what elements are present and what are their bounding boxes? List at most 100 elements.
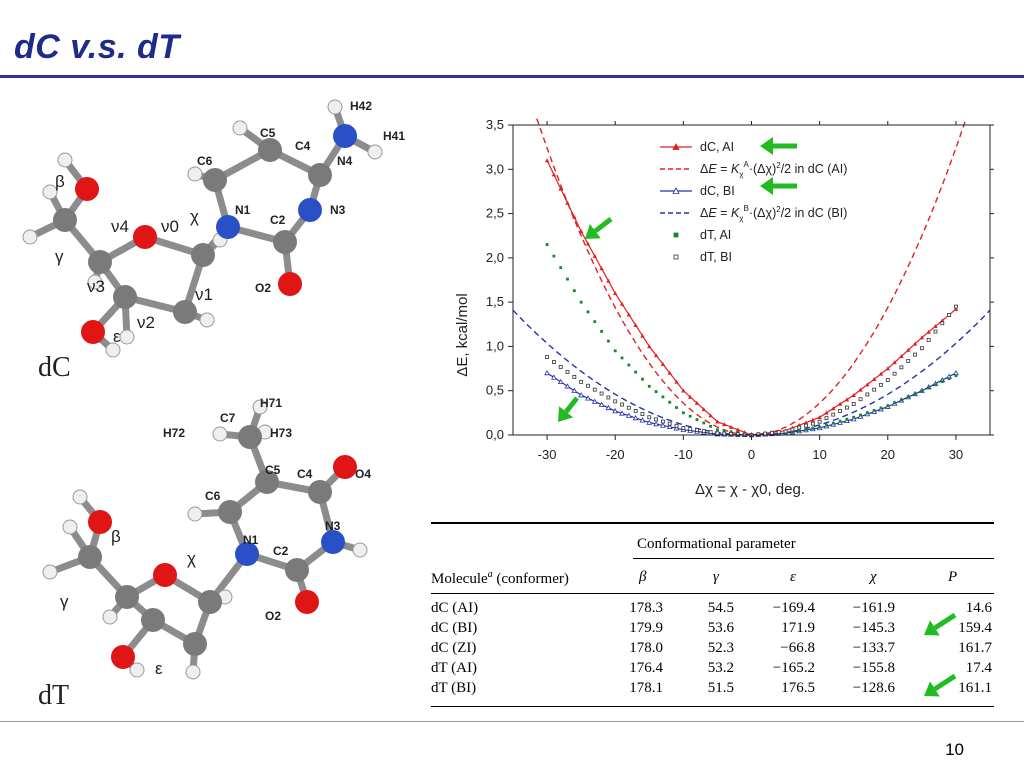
row-label: dC (ZI) xyxy=(431,640,477,656)
data-point xyxy=(878,371,884,376)
angle-label: β xyxy=(111,527,121,546)
x-tick-label: 10 xyxy=(812,447,826,462)
table-header-gamma: γ xyxy=(713,569,719,585)
data-point xyxy=(851,392,856,397)
table-cell: 178.0 xyxy=(629,640,663,656)
atom-label: C2 xyxy=(273,544,289,558)
data-point xyxy=(872,408,876,412)
x-tick-label: 0 xyxy=(748,447,755,462)
data-point xyxy=(708,413,713,418)
data-point xyxy=(947,377,951,381)
footer-divider xyxy=(0,721,1024,722)
conformer-header-text: (conformer) xyxy=(492,571,569,587)
table-top-rule xyxy=(431,522,994,524)
atom-label: O2 xyxy=(255,281,271,295)
data-point xyxy=(926,329,931,334)
data-point xyxy=(919,335,925,340)
data-point xyxy=(564,383,571,389)
data-point xyxy=(797,429,801,433)
data-point xyxy=(667,370,672,375)
angle-label: γ xyxy=(60,592,69,611)
table-cell: −66.8 xyxy=(780,640,815,656)
data-point xyxy=(572,289,576,293)
data-point xyxy=(687,394,693,399)
data-point xyxy=(660,361,666,366)
y-tick-label: 1,0 xyxy=(486,338,504,353)
data-point xyxy=(953,307,959,312)
data-point xyxy=(776,430,781,435)
atom-label: N3 xyxy=(330,203,346,217)
data-point xyxy=(885,366,890,371)
data-point xyxy=(716,428,719,432)
data-point xyxy=(934,383,937,387)
atom-label: C4 xyxy=(297,467,313,481)
table-cell: 178.1 xyxy=(629,680,663,696)
data-point xyxy=(613,399,618,404)
data-point xyxy=(933,329,938,334)
angle-label: ε xyxy=(113,327,121,346)
data-point xyxy=(702,421,706,425)
atom-label: H71 xyxy=(260,396,282,410)
data-point xyxy=(578,392,585,398)
table-cell: 161.7 xyxy=(958,640,992,656)
data-point xyxy=(838,419,842,423)
data-point xyxy=(688,414,692,418)
data-point xyxy=(620,402,624,407)
angle-label: ε xyxy=(155,659,163,678)
table-cell: 51.5 xyxy=(707,680,734,696)
data-point xyxy=(634,370,638,374)
data-point xyxy=(797,425,802,430)
data-point xyxy=(912,341,918,346)
data-point xyxy=(920,389,924,393)
atom-label: O4 xyxy=(355,467,371,481)
data-point xyxy=(722,422,727,427)
table-cell: 176.4 xyxy=(629,660,663,676)
data-point xyxy=(620,356,624,360)
data-point xyxy=(681,388,686,393)
x-tick-label: 30 xyxy=(949,447,963,462)
data-point xyxy=(586,310,590,314)
x-tick-label: 20 xyxy=(881,447,895,462)
atom-label: H72 xyxy=(163,426,185,440)
atom-label: C5 xyxy=(265,463,281,477)
data-point xyxy=(831,406,836,411)
data-point xyxy=(585,395,591,401)
table-cell: 54.5 xyxy=(707,600,734,616)
atom-label: C4 xyxy=(295,139,311,153)
series-3 xyxy=(512,309,991,436)
data-point xyxy=(810,421,815,426)
row-label: dC (BI) xyxy=(431,620,478,636)
data-point xyxy=(954,304,958,309)
table-cell: 171.9 xyxy=(781,620,815,636)
data-point xyxy=(591,398,598,404)
data-point xyxy=(626,312,632,317)
angle-label: ν3 xyxy=(87,277,105,296)
table-cell: 159.4 xyxy=(958,620,992,636)
angle-label: χ xyxy=(187,549,196,568)
page-number: 10 xyxy=(945,740,964,759)
data-point xyxy=(893,401,896,405)
table-cell: −169.4 xyxy=(772,600,815,616)
data-point xyxy=(824,416,829,421)
data-point xyxy=(892,371,897,376)
data-point xyxy=(735,427,741,432)
table-bottom-rule xyxy=(431,706,994,707)
data-point xyxy=(913,352,917,357)
data-point xyxy=(953,369,959,376)
y-axis-label: ΔE, kcal/mol xyxy=(454,293,471,376)
data-point xyxy=(633,322,638,327)
table-header-p: P xyxy=(948,569,958,585)
atom-label: C7 xyxy=(220,411,236,425)
data-point xyxy=(681,426,686,430)
data-point xyxy=(824,410,829,415)
data-point xyxy=(551,374,557,380)
data-point xyxy=(668,400,672,404)
table-cell: 178.3 xyxy=(629,600,663,616)
molecule-header-text: Molecule xyxy=(431,571,488,587)
data-point xyxy=(701,407,706,412)
data-point xyxy=(557,378,564,385)
legend-label: ΔE = KχA·(Δχ)2/2 in dC (AI) xyxy=(700,160,847,179)
table-cell: −133.7 xyxy=(852,640,895,656)
x-tick-label: -10 xyxy=(674,447,693,462)
data-point xyxy=(695,428,699,432)
